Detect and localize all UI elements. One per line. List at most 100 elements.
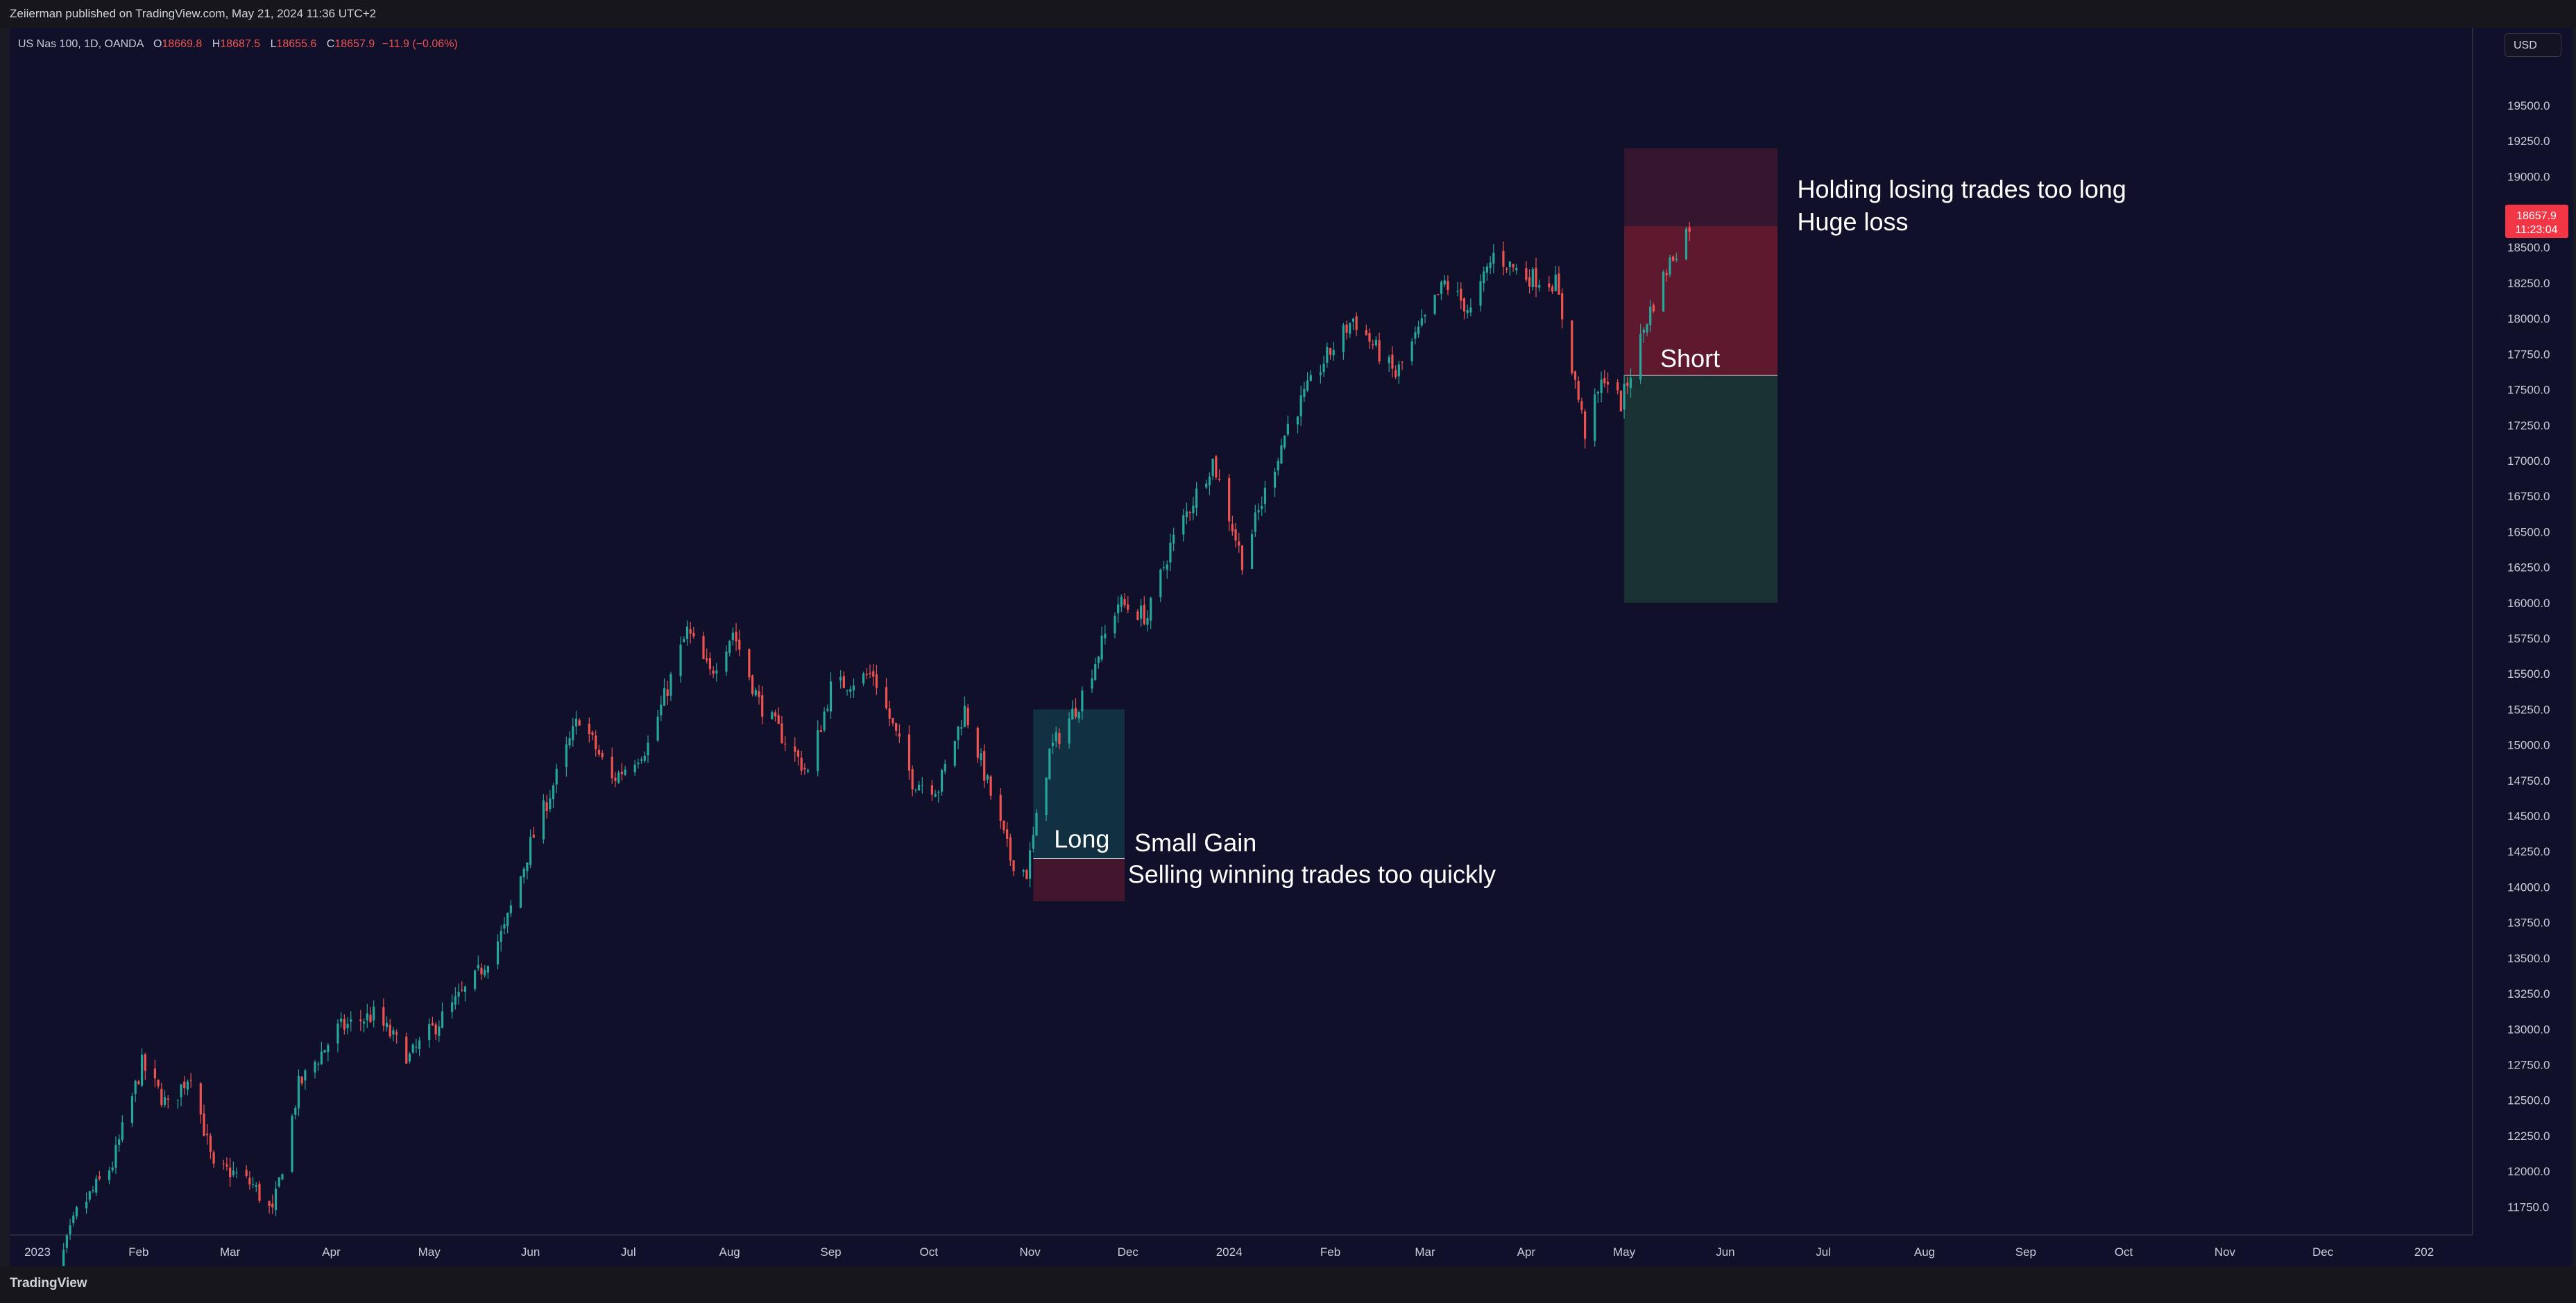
candle-body — [1150, 597, 1152, 621]
short-label: Short — [1660, 344, 1720, 373]
candle-body — [999, 794, 1002, 821]
candle-body — [1306, 380, 1309, 391]
long-label: Long — [1054, 824, 1109, 853]
candle-body — [245, 1170, 248, 1176]
candle-body — [340, 1019, 343, 1022]
candle-body — [1502, 250, 1505, 267]
high-label: H — [212, 38, 221, 50]
y-tick-label: 18000.0 — [2507, 312, 2550, 325]
long-target-zone[interactable] — [1033, 709, 1125, 859]
x-tick-label: Jun — [521, 1245, 540, 1259]
position-boxes[interactable]: Long Short — [1033, 148, 1778, 901]
candle-body — [1391, 355, 1394, 369]
candle-body — [454, 996, 457, 1005]
candle-body — [522, 868, 525, 878]
tradingview-logo: TradingView — [10, 1276, 87, 1291]
candle-body — [294, 1107, 297, 1115]
x-tick-label: 202 — [2414, 1245, 2434, 1259]
candle-body — [431, 1023, 434, 1025]
candle-body — [1261, 506, 1263, 509]
candle-body — [1688, 227, 1691, 232]
candle-body — [1378, 340, 1381, 361]
candle-body — [1594, 394, 1596, 441]
candle-body — [1120, 597, 1123, 607]
candle-body — [415, 1046, 418, 1048]
candle-body — [735, 631, 737, 642]
candle-body — [1603, 378, 1606, 384]
candle-body — [274, 1189, 278, 1211]
short-stop-zone-upper[interactable] — [1624, 148, 1778, 227]
close-value: 18657.9 — [334, 38, 375, 50]
candle-body — [1525, 268, 1528, 280]
short-target-zone[interactable] — [1624, 375, 1778, 603]
candle-body — [428, 1024, 431, 1041]
y-tick-label: 19500.0 — [2507, 99, 2550, 112]
candle-body — [88, 1191, 91, 1200]
candle-body — [225, 1164, 228, 1167]
candle-body — [549, 798, 552, 809]
candle-body — [1299, 395, 1302, 417]
candle-body — [1022, 870, 1025, 872]
y-tick-label: 12500.0 — [2507, 1094, 2550, 1107]
candle-body — [1172, 534, 1175, 544]
candle-body — [1388, 357, 1390, 364]
candle-body — [806, 769, 810, 772]
candle-body — [1097, 656, 1100, 663]
candle-body — [1672, 256, 1675, 261]
note-text: Holding losing trades too long — [1797, 175, 2126, 203]
candle-body — [1146, 618, 1149, 625]
candle-body — [1166, 564, 1168, 570]
candle-body — [418, 1040, 421, 1049]
candle-body — [509, 905, 512, 914]
candle-body — [1462, 298, 1466, 312]
candle-body — [572, 726, 574, 740]
candle-body — [526, 862, 529, 871]
candle-body — [921, 785, 923, 786]
chart-pane[interactable]: 11750.0 12000.0 12250.0 12500.0 12750.0 13000… — [10, 28, 2573, 1266]
candle-body — [728, 640, 731, 653]
candle-body — [1580, 401, 1583, 410]
candle-body — [1185, 511, 1188, 518]
candle-body — [350, 1019, 352, 1022]
candle-body — [552, 785, 555, 800]
long-stop-zone[interactable] — [1033, 858, 1125, 901]
candle-body — [980, 753, 982, 760]
candle-body — [1048, 748, 1051, 780]
last-price-badge: 18657.9 11:23:04 — [2505, 205, 2568, 238]
candle-body — [111, 1167, 114, 1170]
currency-selector[interactable]: USD — [2505, 33, 2561, 57]
price-chart[interactable]: 11750.0 12000.0 12250.0 12500.0 12750.0 13000… — [10, 28, 2573, 1266]
y-tick-label: 15250.0 — [2507, 703, 2550, 716]
y-tick-label: 15500.0 — [2507, 667, 2550, 681]
candle-body — [1009, 837, 1012, 861]
candle-body — [297, 1076, 300, 1109]
candle-body — [892, 717, 894, 724]
candle-body — [477, 964, 479, 969]
candle-body — [1528, 277, 1531, 287]
candle-body — [506, 912, 509, 926]
candle-body — [1479, 281, 1482, 306]
candle-body — [503, 924, 506, 929]
x-tick-label: Jul — [621, 1245, 636, 1259]
candle-body — [761, 695, 764, 717]
x-tick-label: Mar — [220, 1245, 241, 1259]
candle-body — [1554, 274, 1557, 291]
short-stop-zone[interactable] — [1624, 226, 1778, 376]
candle-body — [869, 672, 871, 674]
candle-body — [1606, 382, 1610, 385]
candle-body — [1309, 375, 1312, 382]
candle-body — [1558, 273, 1560, 295]
candle-body — [614, 777, 617, 781]
candle-body — [885, 687, 888, 708]
candle-body — [1440, 282, 1443, 294]
candle-body — [702, 636, 705, 659]
candle-body — [72, 1216, 75, 1223]
x-tick-label: Feb — [128, 1245, 148, 1259]
publisher-bar: Zeiierman published on TradingView.com, … — [0, 0, 2576, 28]
open-value: 18669.8 — [162, 38, 203, 50]
candle-body — [1250, 534, 1254, 569]
candle-body — [519, 876, 522, 908]
candle-body — [134, 1080, 137, 1094]
candle-body — [392, 1030, 395, 1035]
symbol-legend[interactable]: US Nas 100, 1D, OANDA O18669.8 H18687.5 … — [18, 38, 458, 51]
